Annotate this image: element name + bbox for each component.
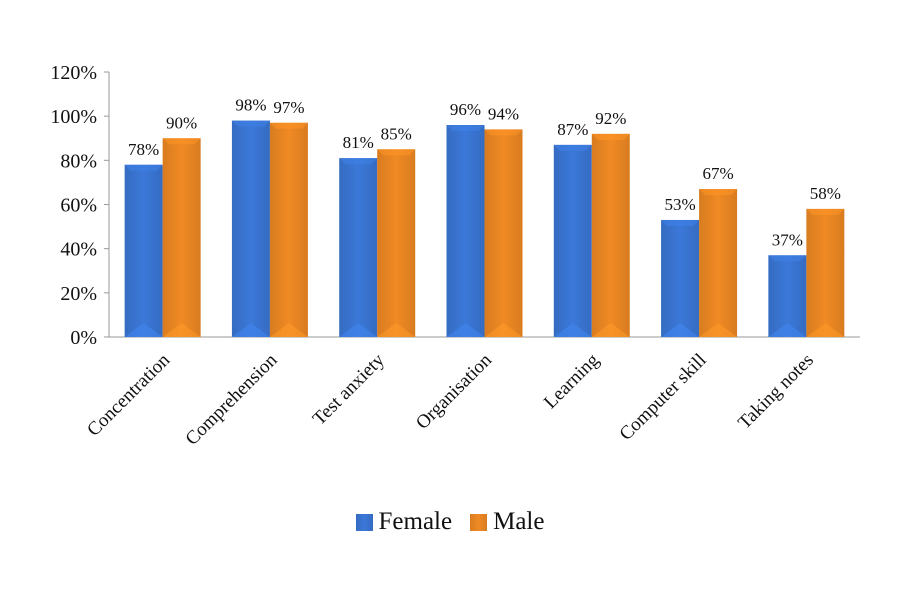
bar-top-facet	[339, 158, 378, 165]
legend-swatch-male	[470, 513, 488, 531]
bar-top-facet	[806, 208, 845, 215]
bar-bottom-facet	[231, 323, 270, 337]
bar-male	[269, 122, 308, 338]
bar-female	[231, 120, 270, 337]
x-tick-label: Computer skill	[616, 350, 711, 445]
data-label-female: 81%	[343, 133, 374, 152]
data-label-female: 78%	[128, 140, 159, 159]
bar-female	[661, 219, 700, 337]
legend-swatch-female	[355, 513, 373, 531]
bar-male	[484, 129, 523, 337]
legend-label-female: Female	[378, 508, 453, 535]
legend: Female Male	[0, 508, 900, 536]
y-tick-label: 120%	[50, 62, 97, 84]
bar-female	[124, 164, 163, 337]
bar-male	[377, 149, 416, 337]
legend-item-female: Female	[355, 508, 453, 536]
y-tick-label: 100%	[50, 106, 97, 128]
bar-top-facet	[269, 122, 308, 129]
x-tick-label: Concentration	[83, 349, 174, 440]
legend-label-male: Male	[493, 508, 545, 535]
bar-bottom-facet	[269, 323, 308, 337]
bar-bottom-facet	[377, 323, 416, 337]
bar-top-facet	[484, 129, 523, 136]
x-tick-label: Organisation	[412, 349, 496, 433]
bar-male	[162, 138, 201, 337]
data-label-male: 92%	[595, 109, 626, 128]
bar-top-facet	[591, 133, 630, 140]
bar-bottom-facet	[806, 323, 845, 337]
legend-item-male: Male	[470, 508, 544, 536]
bar-bottom-facet	[591, 323, 630, 337]
bar-top-facet	[446, 125, 485, 131]
bar-top-facet	[553, 144, 592, 151]
bar-bottom-facet	[553, 323, 592, 337]
bar-male	[591, 133, 630, 337]
bar-male	[699, 189, 738, 337]
bar-female	[339, 158, 378, 337]
bar-bottom-facet	[339, 323, 378, 337]
bar-bottom-facet	[124, 323, 163, 337]
data-label-female: 53%	[664, 195, 695, 214]
x-tick-label: Taking notes	[734, 350, 818, 434]
bar-top-facet	[661, 219, 700, 226]
y-tick-label: 0%	[70, 327, 97, 349]
y-tick-label: 40%	[60, 239, 97, 261]
bar-top-facet	[124, 164, 163, 171]
y-tick-label: 80%	[60, 150, 97, 172]
data-label-male: 85%	[381, 124, 412, 143]
bar-top-facet	[231, 120, 270, 127]
data-label-female: 37%	[772, 230, 803, 249]
data-label-male: 97%	[273, 98, 304, 117]
bar-bottom-facet	[661, 323, 700, 337]
bar-bottom-facet	[699, 323, 738, 337]
x-tick-label: Test anxiety	[309, 349, 389, 429]
data-label-male: 67%	[702, 164, 733, 183]
data-label-male: 58%	[810, 184, 841, 203]
bar-bottom-facet	[768, 323, 807, 337]
bar-bottom-facet	[446, 323, 485, 337]
bar-top-facet	[699, 189, 738, 196]
data-label-female: 98%	[235, 96, 266, 115]
data-label-male: 94%	[488, 104, 519, 123]
data-label-female: 87%	[557, 120, 588, 139]
bar-bottom-facet	[484, 323, 523, 337]
bar-male	[806, 208, 845, 337]
bar-top-facet	[162, 138, 201, 145]
data-label-male: 90%	[166, 113, 197, 132]
bar-bottom-facet	[162, 323, 201, 337]
data-label-female: 96%	[450, 100, 481, 119]
y-tick-label: 20%	[60, 283, 97, 305]
bar-female	[553, 144, 592, 337]
bar-top-facet	[768, 255, 807, 262]
bar-female	[446, 125, 485, 337]
x-tick-label: Comprehension	[182, 349, 282, 449]
y-tick-label: 60%	[60, 195, 97, 217]
x-tick-label: Learning	[540, 349, 604, 413]
bar-top-facet	[377, 149, 416, 156]
